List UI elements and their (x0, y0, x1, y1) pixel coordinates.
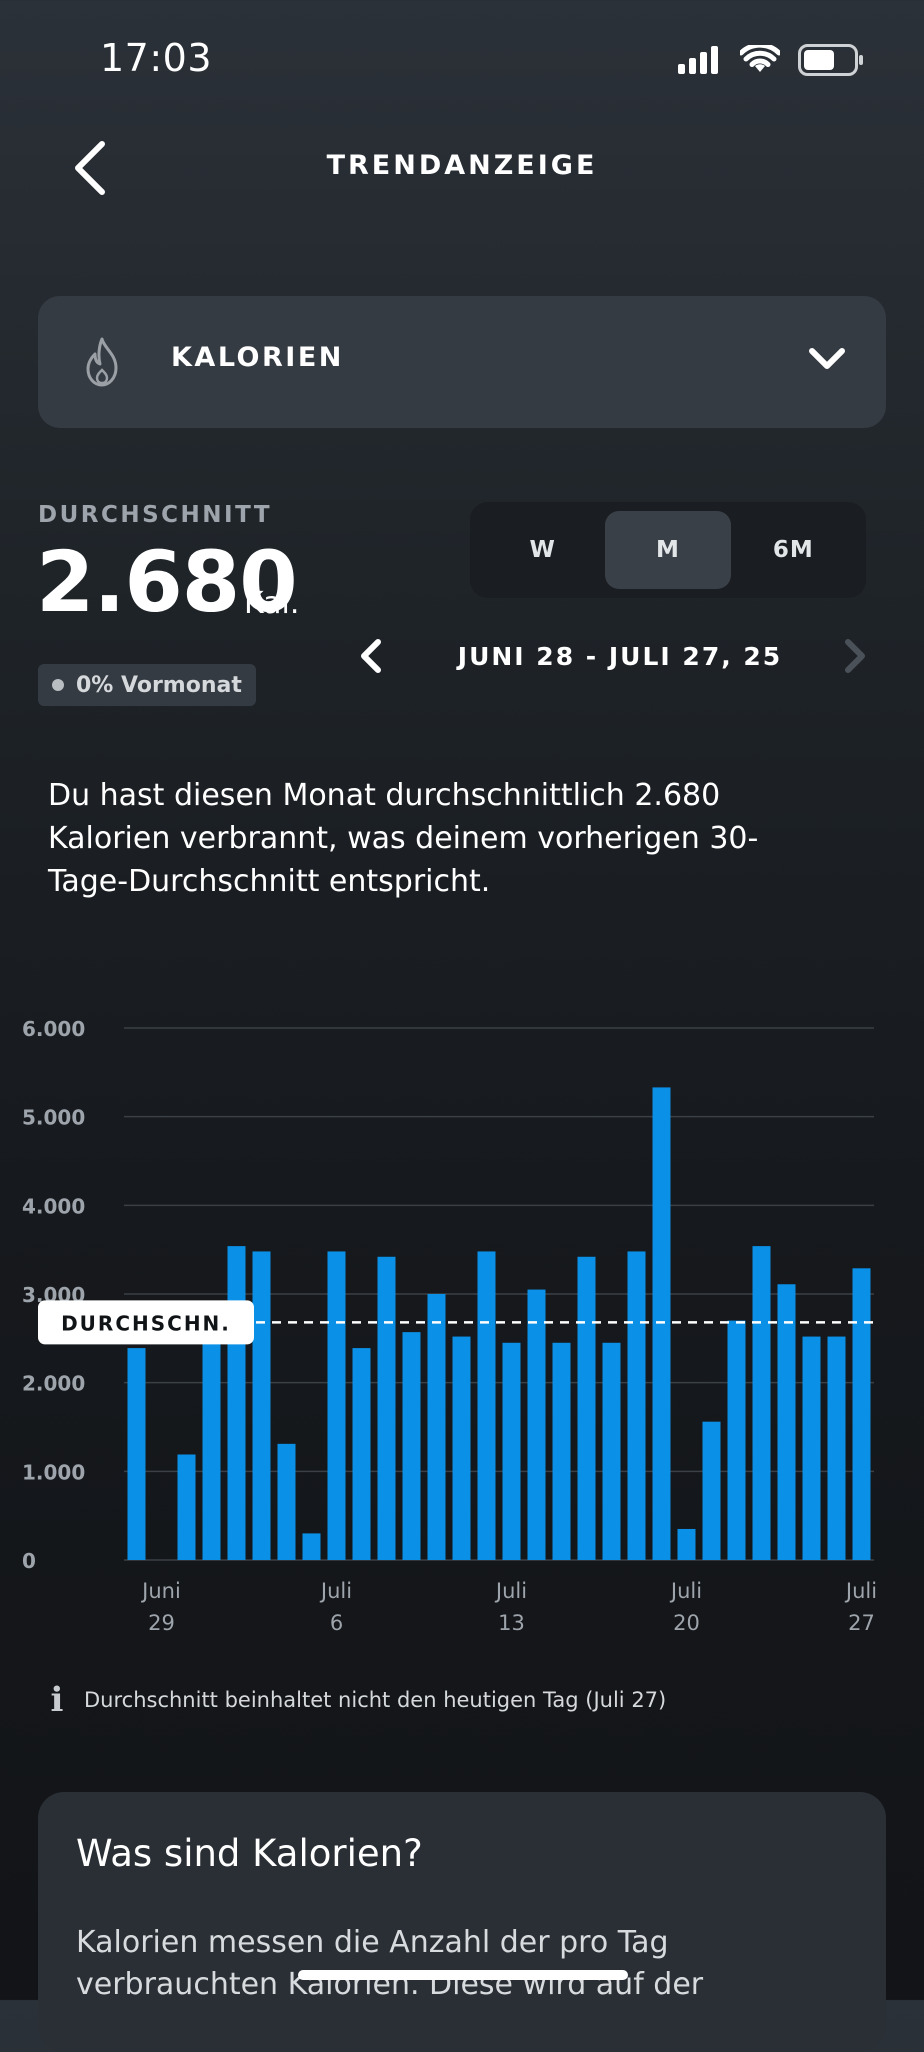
calories-bar-chart: 6.0005.0004.0003.0002.0001.0000DURCHSCHN… (22, 1017, 877, 1635)
chart-bar (602, 1342, 621, 1560)
chart-bar (427, 1294, 446, 1560)
x-tick-label: Juli (669, 1579, 702, 1603)
chart-bar (527, 1289, 546, 1560)
x-tick-label: 6 (330, 1611, 343, 1635)
status-time: 17:03 (100, 36, 213, 80)
x-tick-label: 20 (673, 1611, 700, 1635)
y-tick-label: 2.000 (22, 1372, 85, 1396)
cellular-signal-icon (678, 46, 718, 74)
x-tick-label: Juni (140, 1579, 181, 1603)
chart-bar (802, 1336, 821, 1560)
metric-select[interactable]: KALORIEN (38, 296, 886, 428)
tab-six-months[interactable]: 6M (772, 537, 814, 563)
chart-bar (852, 1268, 871, 1560)
y-tick-label: 4.000 (22, 1194, 85, 1218)
y-tick-label: 0 (22, 1549, 36, 1573)
wifi-icon (740, 45, 780, 72)
home-indicator[interactable] (298, 1970, 628, 1980)
average-note: i Durchschnitt beinhaltet nicht den heut… (48, 1680, 667, 1720)
chart-bar (277, 1443, 296, 1560)
chart-bar (577, 1256, 596, 1560)
chart-bar (302, 1533, 321, 1560)
chart-bar (727, 1320, 746, 1560)
chart-bar (402, 1332, 421, 1560)
tab-month[interactable]: M (605, 511, 731, 589)
chart-bar (127, 1348, 146, 1560)
chart-bar (827, 1336, 846, 1560)
x-tick-label: Juli (494, 1579, 527, 1603)
battery-icon (798, 44, 863, 76)
chevron-right-icon (845, 639, 865, 673)
chevron-left-icon (75, 141, 105, 195)
chart-bar (702, 1421, 721, 1560)
back-button[interactable] (70, 140, 110, 196)
chart-bar (177, 1454, 196, 1560)
average-tag-label: DURCHSCHN. (61, 1311, 231, 1335)
info-card: Was sind Kalorien? Kalorien messen die A… (38, 1792, 886, 2052)
metric-label: KALORIEN (171, 342, 344, 373)
average-value: 2.680 (36, 533, 298, 631)
chart-bar (202, 1331, 221, 1560)
date-range-label: JUNI 28 - JULI 27, 25 (457, 642, 783, 671)
next-range-button[interactable] (842, 638, 868, 678)
chart-bar (552, 1342, 571, 1560)
x-tick-label: 13 (498, 1611, 525, 1635)
info-icon: i (50, 1680, 64, 1720)
average-note-text: Durchschnitt beinhaltet nicht den heutig… (84, 1688, 667, 1712)
info-card-body: Kalorien messen die Anzahl der pro Tag v… (76, 1925, 704, 2002)
flame-icon (86, 337, 118, 387)
tab-week[interactable]: W (529, 537, 556, 563)
chart-bar (227, 1246, 246, 1560)
x-tick-label: 29 (148, 1611, 175, 1635)
x-tick-label: Juli (844, 1579, 877, 1603)
comparison-text: 0% Vormonat (76, 672, 242, 698)
chart-bar (327, 1251, 346, 1560)
status-icons (678, 44, 864, 76)
info-card-title: Was sind Kalorien? (76, 1832, 423, 1875)
status-dot-icon (52, 679, 64, 691)
chevron-down-icon (809, 348, 845, 369)
chart-bar (652, 1087, 671, 1560)
range-segmented-control: W M 6M (470, 502, 866, 598)
y-tick-label: 1.000 (22, 1460, 85, 1484)
y-tick-label: 6.000 (22, 1017, 85, 1041)
x-tick-label: Juli (319, 1579, 352, 1603)
chart-bar (352, 1348, 371, 1560)
summary-description: Du hast diesen Monat durchschnittlich 2.… (48, 778, 759, 899)
x-tick-label: 27 (848, 1611, 875, 1635)
chart-bar (477, 1251, 496, 1560)
chart-bar (377, 1256, 396, 1560)
chart-bar (502, 1342, 521, 1560)
previous-range-button[interactable] (358, 638, 384, 678)
chevron-left-icon (361, 639, 381, 673)
chart-bar (752, 1246, 771, 1560)
average-label: DURCHSCHNITT (38, 502, 273, 528)
chart-bar (452, 1336, 471, 1560)
comparison-badge: 0% Vormonat (38, 664, 256, 706)
chart-bar (777, 1284, 796, 1560)
y-tick-label: 5.000 (22, 1106, 85, 1130)
chart-bar (677, 1528, 696, 1560)
average-tag (38, 1300, 254, 1345)
page-title: TRENDANZEIGE (326, 150, 598, 181)
chart-bar (627, 1251, 646, 1560)
average-unit: Kal. (244, 586, 300, 621)
chart-bar (252, 1251, 271, 1560)
